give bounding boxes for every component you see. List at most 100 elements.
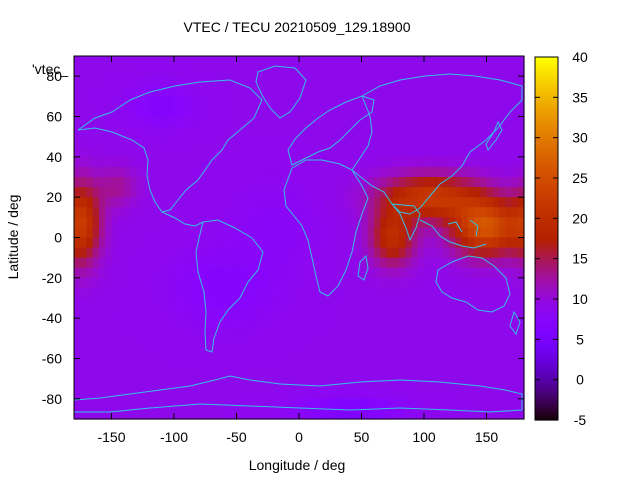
heatmap-cell: [249, 136, 256, 148]
coast-japan: [485, 120, 503, 152]
heatmap-cell: [242, 388, 250, 400]
heatmap-cell: [511, 378, 519, 390]
heatmap-cell: [305, 106, 313, 118]
heatmap-cell: [224, 257, 231, 269]
heatmap-cell: [480, 86, 488, 97]
heatmap-cell: [105, 227, 113, 239]
heatmap-cell: [511, 277, 519, 289]
heatmap-cell: [92, 166, 100, 178]
heatmap-cell: [192, 187, 200, 198]
heatmap-cell: [299, 187, 306, 198]
heatmap-cell: [167, 277, 175, 289]
heatmap-cell: [492, 338, 500, 350]
heatmap-cell: [249, 338, 256, 350]
heatmap-cell: [299, 368, 306, 380]
heatmap-cell: [436, 277, 444, 289]
heatmap-cell: [192, 207, 200, 218]
heatmap-cell: [492, 86, 500, 97]
heatmap-cell: [374, 257, 381, 269]
heatmap-cell: [167, 388, 175, 400]
heatmap-cell: [111, 66, 119, 77]
heatmap-cell: [86, 227, 94, 239]
heatmap-cell: [255, 126, 263, 138]
heatmap-cell: [411, 177, 419, 188]
heatmap-cell: [74, 126, 81, 138]
heatmap-cell: [299, 358, 306, 370]
heatmap-cell: [486, 388, 494, 400]
heatmap-cell: [430, 368, 438, 380]
heatmap-cell: [355, 106, 363, 118]
heatmap-cell: [455, 338, 463, 350]
heatmap-cell: [317, 408, 325, 420]
heatmap-cell: [461, 398, 469, 410]
heatmap-cell: [430, 348, 438, 360]
heatmap-cell: [111, 247, 119, 259]
heatmap-cell: [392, 56, 400, 67]
colorbar-tick-label: 5: [576, 331, 584, 347]
heatmap-cell: [261, 66, 269, 77]
heatmap-cell: [117, 56, 125, 67]
heatmap-cell: [517, 96, 525, 108]
heatmap-cell: [217, 257, 225, 269]
heatmap-cell: [142, 308, 150, 319]
heatmap-cell: [292, 348, 300, 360]
heatmap-cell: [274, 156, 281, 168]
heatmap-cell: [205, 338, 213, 350]
heatmap-cell: [105, 257, 113, 269]
heatmap-cell: [499, 287, 506, 299]
heatmap-cell: [92, 146, 100, 158]
heatmap-cell: [299, 277, 306, 289]
heatmap-cell: [424, 398, 431, 410]
heatmap-cell: [511, 298, 519, 309]
heatmap-cell: [86, 126, 94, 138]
heatmap-cell: [136, 237, 144, 249]
heatmap-cell: [199, 106, 206, 118]
heatmap-cell: [199, 408, 206, 420]
heatmap-cell: [249, 177, 256, 188]
heatmap-cell: [86, 398, 94, 410]
heatmap-cell: [455, 358, 463, 370]
heatmap-cell: [349, 126, 356, 138]
heatmap-cell: [336, 408, 344, 420]
heatmap-cell: [374, 56, 381, 67]
heatmap-cell: [455, 207, 463, 218]
heatmap-cell: [474, 66, 481, 77]
heatmap-cell: [280, 187, 288, 198]
heatmap-cell: [430, 247, 438, 259]
heatmap-cell: [74, 267, 81, 279]
heatmap-cell: [399, 287, 406, 299]
heatmap-cell: [324, 177, 331, 188]
heatmap-cell: [474, 338, 481, 350]
heatmap-cell: [480, 328, 488, 339]
heatmap-cell: [105, 287, 113, 299]
heatmap-cell: [199, 308, 206, 319]
heatmap-cell: [411, 136, 419, 148]
heatmap-cell: [99, 76, 106, 87]
heatmap-cell: [355, 66, 363, 77]
heatmap-cell: [311, 378, 319, 390]
heatmap-cell: [255, 247, 263, 259]
heatmap-cell: [161, 398, 169, 410]
heatmap-cell: [99, 86, 106, 97]
heatmap-cell: [230, 217, 238, 229]
heatmap-cell: [236, 96, 244, 108]
heatmap-cell: [492, 237, 500, 249]
heatmap-cell: [230, 166, 238, 178]
heatmap-cell: [392, 358, 400, 370]
heatmap-cell: [411, 56, 419, 67]
heatmap-cell: [217, 66, 225, 77]
heatmap-cell: [274, 388, 281, 400]
heatmap-cell: [480, 257, 488, 269]
heatmap-cell: [224, 217, 231, 229]
heatmap-cell: [180, 287, 188, 299]
heatmap-cell: [511, 368, 519, 380]
heatmap-cell: [180, 308, 188, 319]
heatmap-cell: [480, 116, 488, 128]
heatmap-cell: [174, 247, 181, 259]
heatmap-cell: [311, 197, 319, 208]
heatmap-cell: [517, 267, 525, 279]
heatmap-cell: [374, 328, 381, 339]
heatmap-cell: [261, 338, 269, 350]
heatmap-cell: [474, 76, 481, 87]
heatmap-cell: [74, 56, 81, 67]
